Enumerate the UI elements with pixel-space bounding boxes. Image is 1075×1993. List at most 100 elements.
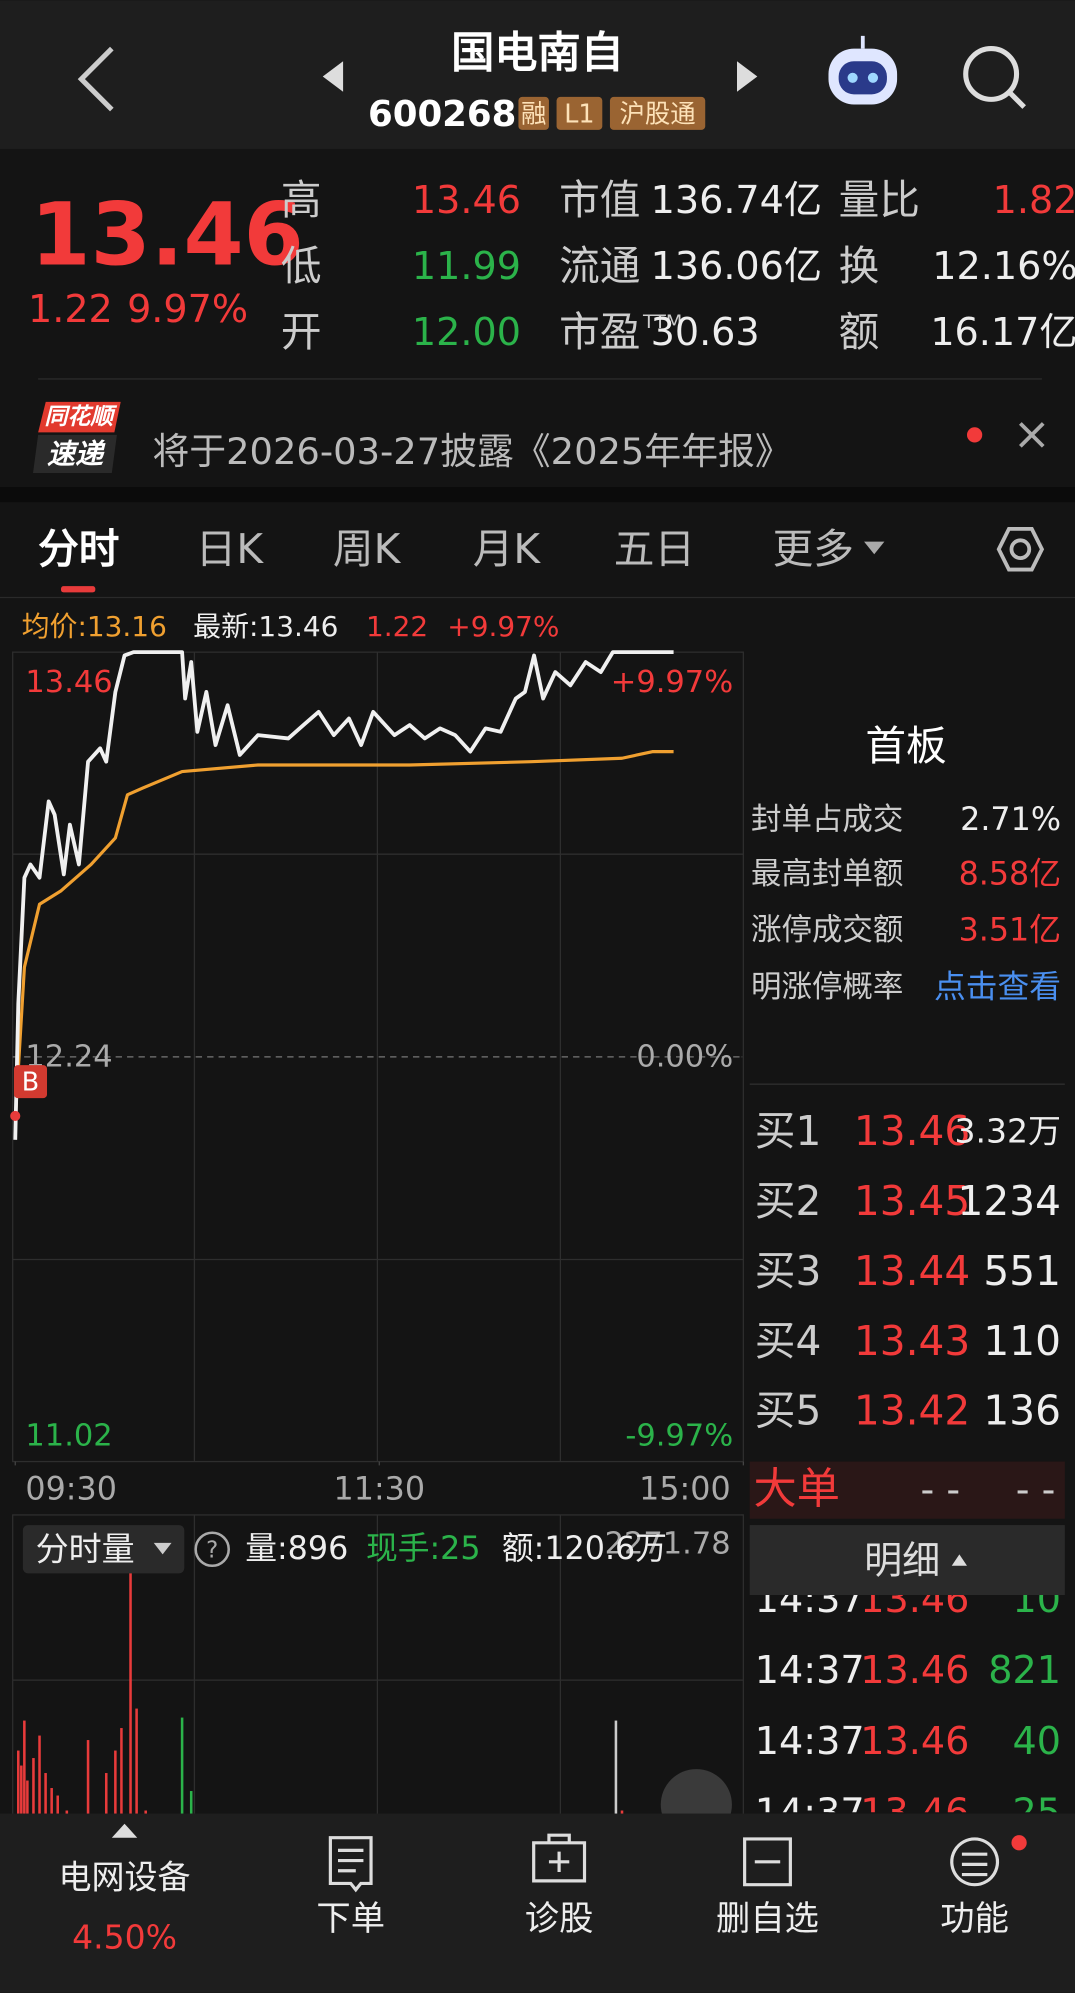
bid-price: 13.42	[854, 1387, 970, 1435]
detail-time: 14:37	[755, 1719, 865, 1763]
nav-icon[interactable]	[950, 1837, 1000, 1887]
limit-label: 明涨停概率	[751, 970, 903, 1005]
detail-volume: 40	[1013, 1719, 1062, 1763]
stock-name: 国电南自	[451, 29, 624, 79]
stock-tag-bg	[556, 96, 603, 130]
volume-bar	[180, 1717, 184, 1856]
stat-value: 1.82	[993, 178, 1075, 222]
bid-volume: 1234	[958, 1177, 1061, 1225]
big-order-bg	[749, 1461, 1065, 1519]
volume-bar	[114, 1750, 117, 1856]
nav-label[interactable]: 诊股	[525, 1899, 594, 1939]
last-price: 13.46	[30, 185, 303, 285]
volume-stat: 量:896	[245, 1531, 348, 1567]
stock-tag-bg	[609, 96, 706, 130]
badge-top: 同花顺	[44, 404, 117, 430]
tab[interactable]: 日K	[196, 525, 265, 573]
tab[interactable]: 五日	[614, 525, 695, 573]
price-line	[13, 650, 674, 1140]
bid-label: 买1	[755, 1107, 822, 1155]
pct-legend: +9.97%	[447, 610, 559, 643]
nav-icon[interactable]	[532, 1833, 587, 1883]
stat-label: 换	[839, 242, 880, 290]
detail-time: 14:37	[755, 1790, 865, 1834]
y2-tick-label: -9.97%	[625, 1419, 733, 1454]
bid-volume: 136	[983, 1387, 1061, 1435]
nav-label[interactable]: 下单	[316, 1899, 385, 1939]
volume-bar	[120, 1728, 123, 1856]
buy-marker: B	[22, 1067, 39, 1097]
nav-icon[interactable]	[328, 1836, 373, 1893]
volume-selector-bg[interactable]	[22, 1525, 185, 1574]
assistant-icon[interactable]	[828, 35, 898, 105]
detail-time: 14:37	[755, 1648, 865, 1692]
settings-icon[interactable]	[996, 526, 1045, 572]
limit-label: 封单占成交	[751, 802, 903, 837]
unread-dot	[966, 427, 983, 443]
stat-label: 低	[281, 242, 322, 290]
bid-label: 买5	[755, 1387, 822, 1435]
bid-price: 13.44	[854, 1247, 970, 1295]
close-notice[interactable]	[1019, 422, 1045, 448]
sector-name[interactable]: 电网设备	[58, 1858, 190, 1897]
change-legend: 1.22	[366, 610, 428, 643]
stock-tag: L1	[564, 98, 594, 128]
stat-label: 市值	[559, 176, 640, 224]
stat-value: 30.63	[651, 310, 760, 354]
more-dropdown[interactable]	[864, 541, 885, 555]
nav-badge	[1011, 1835, 1027, 1851]
stat-value: 11.99	[412, 244, 521, 288]
y2-tick-label: 0.00%	[636, 1039, 733, 1074]
stat-label: 量比	[839, 176, 920, 224]
help-icon[interactable]	[194, 1531, 230, 1568]
bid-label: 买4	[755, 1317, 822, 1365]
search-icon[interactable]	[963, 46, 1026, 109]
limit-value[interactable]: 点击查看	[934, 970, 1061, 1006]
volume-bar	[129, 1525, 132, 1856]
price-change: 1.22	[28, 287, 113, 331]
sort-arrow	[951, 1554, 967, 1566]
tab[interactable]: 分时	[38, 525, 119, 573]
details-header-bg[interactable]	[749, 1525, 1065, 1595]
bid-price: 13.45	[854, 1177, 970, 1225]
stat-value: 12.00	[412, 310, 521, 354]
x-tick-label: 15:00	[639, 1472, 731, 1508]
stat-value: 16.17亿	[930, 310, 1075, 354]
volume-bar	[20, 1765, 23, 1856]
x-tick-label: 09:30	[25, 1472, 117, 1508]
stock-code: 600268	[368, 94, 516, 135]
volume-dropdown[interactable]	[153, 1542, 172, 1555]
price-change-pct: 9.97%	[127, 287, 248, 331]
detail-volume: 10	[1013, 1577, 1062, 1621]
stat-value: 12.16%	[932, 244, 1075, 288]
stock-tag-bg	[518, 96, 549, 130]
buy-marker-bg	[13, 1065, 48, 1099]
back-button[interactable]	[77, 46, 114, 112]
limit-label: 涨停成交额	[751, 913, 903, 948]
detail-volume: 821	[988, 1648, 1061, 1692]
notice-badge	[33, 401, 121, 473]
nav-label[interactable]: 删自选	[716, 1899, 819, 1939]
volume-selector[interactable]: 分时量	[36, 1530, 135, 1569]
buy-point	[10, 1110, 21, 1122]
details-title[interactable]: 明细	[864, 1539, 940, 1583]
volume-max-label: 2271.78	[605, 1527, 731, 1562]
tab[interactable]: 更多	[773, 525, 854, 573]
tab[interactable]: 周K	[333, 525, 402, 573]
nav-label[interactable]: 功能	[940, 1899, 1009, 1939]
volume-bar	[32, 1758, 35, 1856]
section-gap	[0, 486, 1075, 503]
stat-label: 高	[281, 176, 322, 224]
stat-value: 136.06亿	[651, 244, 822, 288]
help-mark: ?	[206, 1538, 218, 1564]
volume-bar	[38, 1735, 41, 1856]
tab[interactable]: 月K	[473, 525, 542, 573]
prev-stock[interactable]	[322, 61, 344, 92]
stock-tag: 融	[521, 98, 546, 128]
nav-icon[interactable]	[743, 1837, 792, 1887]
bid-label: 买3	[755, 1247, 822, 1295]
next-stock[interactable]	[736, 61, 758, 92]
tab-indicator	[60, 586, 96, 593]
